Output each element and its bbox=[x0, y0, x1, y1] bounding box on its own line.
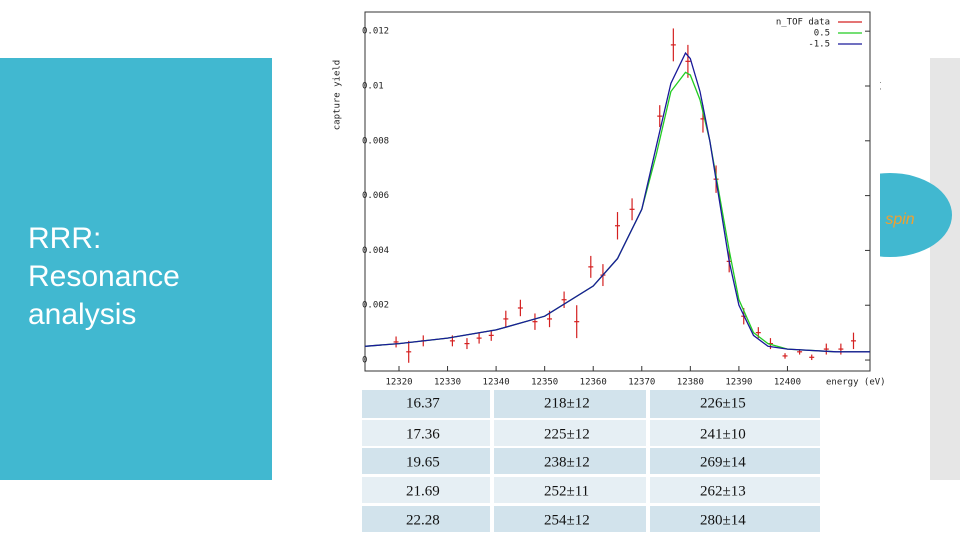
chart-background bbox=[330, 0, 880, 390]
table-cell-text: 262±13 bbox=[700, 483, 746, 499]
table-cell bbox=[650, 506, 820, 532]
table-cell bbox=[650, 448, 820, 474]
x-tick-label: 12320 bbox=[385, 378, 412, 388]
x-tick-label: 12380 bbox=[677, 378, 704, 388]
x-tick-label: 12340 bbox=[483, 378, 510, 388]
table-cell bbox=[494, 448, 646, 474]
legend-label: n_TOF data bbox=[776, 18, 830, 28]
side-strip bbox=[930, 58, 960, 480]
table: 16.37 218±12 226±15 17.36 225±12 241±10 19.65 2… bbox=[362, 386, 820, 532]
legend-label: 0.5 bbox=[814, 29, 830, 39]
title-panel bbox=[0, 58, 272, 480]
legend-label: -1.5 bbox=[808, 40, 830, 50]
x-tick-label: 12390 bbox=[725, 378, 752, 388]
table-cell bbox=[494, 477, 646, 503]
y-tick-label: 0.012 bbox=[362, 27, 389, 37]
chart: 0 0.002 0.004 0.006 0.008 0.01 0.012 12320 12330… bbox=[333, 11, 886, 388]
y-tick-label: 0.006 bbox=[362, 191, 389, 201]
table-cell bbox=[494, 420, 646, 446]
x-tick-label: 12350 bbox=[531, 378, 558, 388]
table-cell-text: 254±12 bbox=[544, 512, 590, 528]
table-cell bbox=[650, 420, 820, 446]
x-tick-label: 12330 bbox=[434, 378, 461, 388]
y-tick-label: 0.01 bbox=[362, 81, 384, 91]
table-cell-text: 241±10 bbox=[700, 426, 746, 442]
x-tick-label: 12400 bbox=[774, 378, 801, 388]
x-tick-label: 12360 bbox=[580, 378, 607, 388]
table-cell bbox=[362, 477, 490, 503]
table-cell-text: 269±14 bbox=[700, 454, 746, 470]
table-cell-text: 252±11 bbox=[544, 483, 589, 499]
callout-text: n spin bbox=[872, 211, 915, 228]
plot-frame bbox=[364, 11, 871, 372]
table-cell-text: 218±12 bbox=[544, 395, 590, 411]
table-cell-text: 225±12 bbox=[544, 426, 590, 442]
y-tick-label: 0.004 bbox=[362, 246, 389, 256]
y-tick-label: 0 bbox=[362, 356, 367, 366]
table-cell bbox=[362, 448, 490, 474]
x-tick-label: 12370 bbox=[628, 378, 655, 388]
table-cell-text: 21.69 bbox=[406, 483, 440, 499]
y-axis-label: capture yield bbox=[333, 60, 343, 130]
table-cell bbox=[650, 386, 820, 418]
table-cell bbox=[362, 420, 490, 446]
slide-title: RRR: Resonance analysis bbox=[28, 222, 180, 331]
table-cell-text: 19.65 bbox=[406, 454, 440, 470]
table-cell-text: 17.36 bbox=[406, 426, 440, 442]
table-cell bbox=[494, 506, 646, 532]
table-cell bbox=[362, 386, 490, 418]
slide-title-text: RRR: Resonance analysis bbox=[28, 222, 180, 331]
y-tick-label: 0.008 bbox=[362, 136, 389, 146]
table-cell-text: 226±15 bbox=[700, 395, 746, 411]
table-cell bbox=[650, 477, 820, 503]
table-cell-text: 22.28 bbox=[406, 512, 440, 528]
table-cell-text: 16.37 bbox=[406, 395, 440, 411]
table-cell bbox=[362, 506, 490, 532]
model-line bbox=[364, 51, 870, 353]
table-cell-text: 280±14 bbox=[700, 512, 746, 528]
table-cell bbox=[494, 386, 646, 418]
table-cell-text: 238±12 bbox=[544, 454, 590, 470]
y-tick-label: 0.002 bbox=[362, 301, 389, 311]
x-axis-label: energy (eV) bbox=[826, 378, 886, 388]
